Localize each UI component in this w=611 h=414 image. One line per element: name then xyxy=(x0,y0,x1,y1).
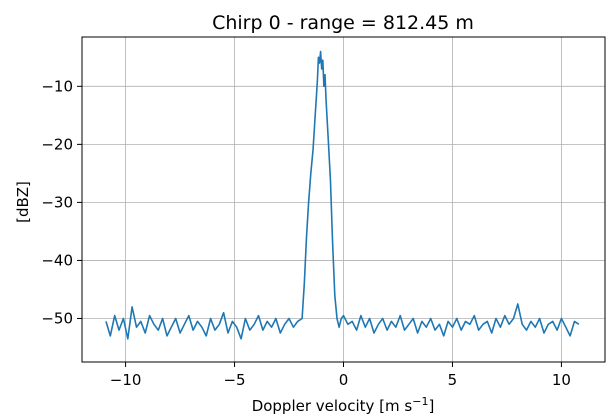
y-axis-label: [dBZ] xyxy=(14,181,32,223)
y-tick-label: −20 xyxy=(41,135,73,153)
chart-title: Chirp 0 - range = 812.45 m xyxy=(212,12,474,34)
x-tick-label: 10 xyxy=(552,371,571,389)
x-tick-label: 0 xyxy=(339,371,349,389)
x-tick-label: 5 xyxy=(448,371,458,389)
x-axis-ticks: −10 −5 0 5 10 xyxy=(110,362,571,389)
x-tick-label: −5 xyxy=(223,371,245,389)
series-layer xyxy=(105,50,580,340)
series-line xyxy=(105,50,580,340)
y-tick-label: −40 xyxy=(41,251,73,269)
x-tick-label: −10 xyxy=(110,371,142,389)
y-tick-label: −10 xyxy=(41,77,73,95)
y-axis-ticks: −50 −40 −30 −20 −10 xyxy=(41,77,82,327)
grid-lines xyxy=(82,37,605,362)
x-axis-label-superscript: −1 xyxy=(412,395,428,408)
y-tick-label: −50 xyxy=(41,309,73,327)
y-tick-label: −30 xyxy=(41,193,73,211)
x-axis-label: Doppler velocity [m s−1] xyxy=(252,395,435,414)
x-axis-label-tail: ] xyxy=(428,397,434,414)
x-axis-label-text: Doppler velocity [m s xyxy=(252,397,413,414)
